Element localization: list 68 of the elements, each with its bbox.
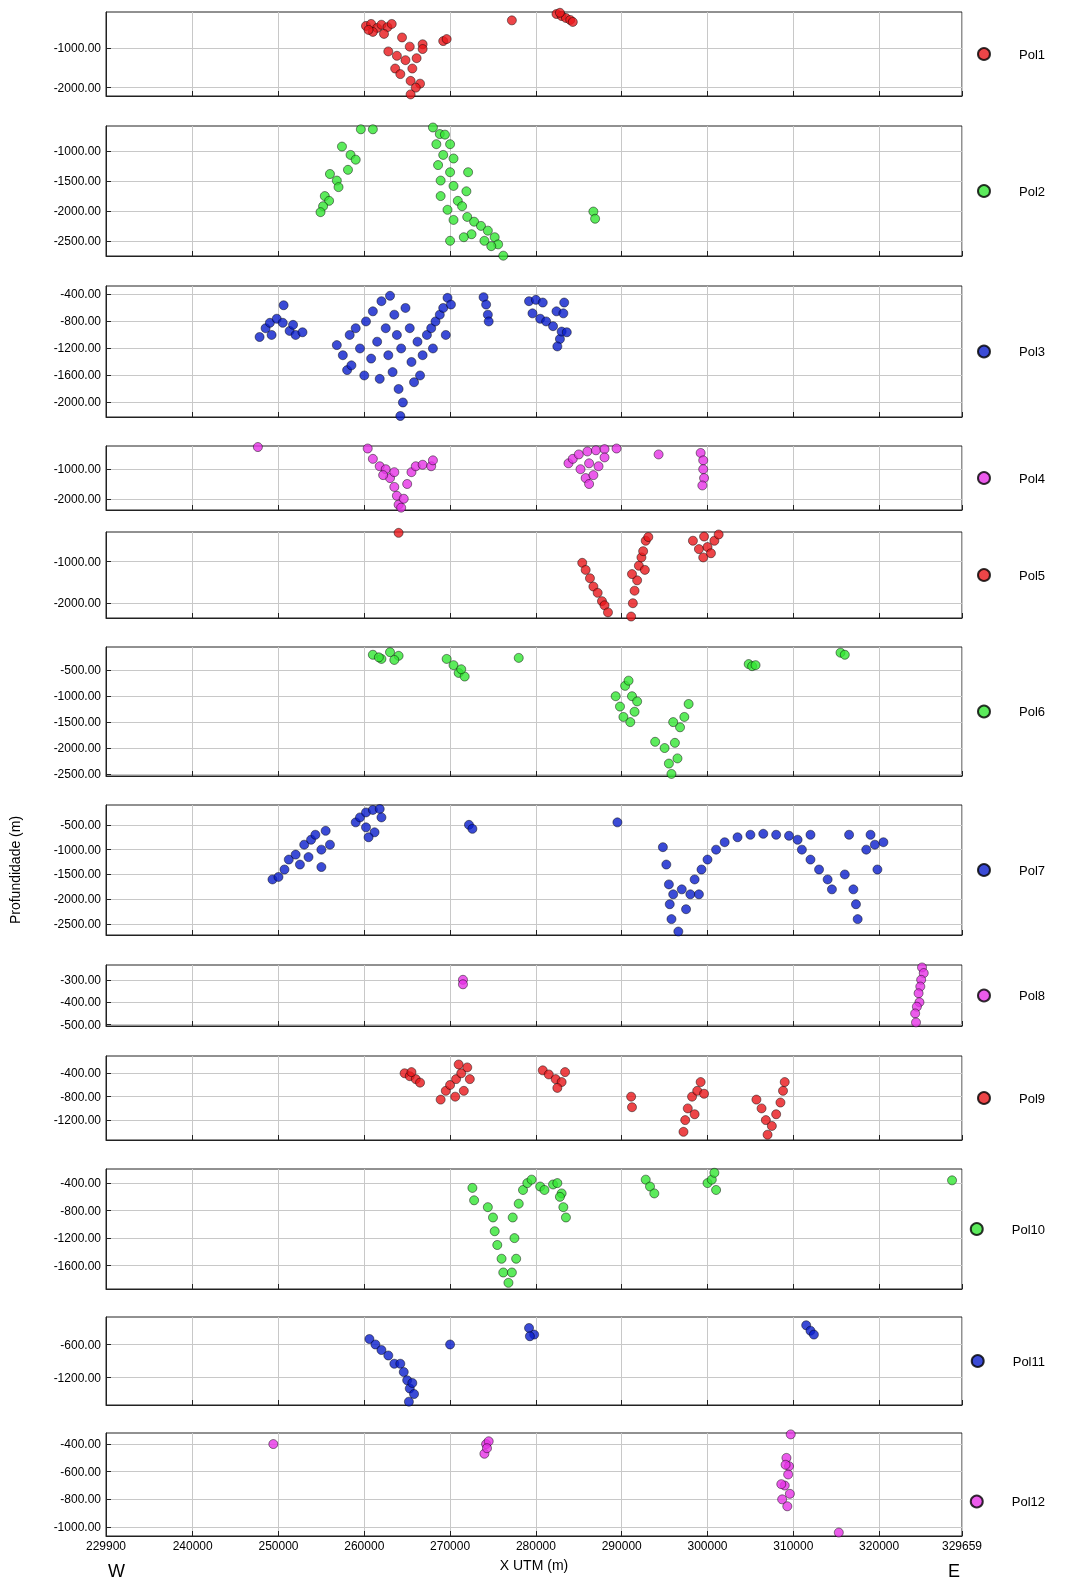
x-tick-label: 260000 [344, 1539, 385, 1553]
y-tick-label: -1500.00 [53, 867, 102, 882]
y-tick-label: -500.00 [60, 1017, 102, 1032]
y-tick-label: -400.00 [60, 1437, 102, 1452]
legend-label: Pol5 [1018, 567, 1046, 583]
x-tick-label: 320000 [859, 1539, 900, 1553]
y-tick-label: -2000.00 [53, 491, 102, 506]
y-axis-title: Profundidade (m) [7, 815, 23, 925]
y-tick-label: -1000.00 [53, 842, 102, 857]
y-tick-label: -400.00 [60, 287, 102, 302]
y-tick-label: -1200.00 [53, 1231, 102, 1246]
y-tick-label: -1500.00 [53, 715, 102, 730]
y-tick-label: -800.00 [60, 1492, 102, 1507]
y-tick-label: -1200.00 [53, 341, 102, 356]
y-tick-label: -1200.00 [53, 1113, 102, 1128]
x-tick-label: 270000 [430, 1539, 471, 1553]
x-tick-label: 329659 [941, 1539, 983, 1553]
x-tick-label: 290000 [601, 1539, 643, 1553]
legend-label: Pol2 [1018, 183, 1046, 199]
y-tick-label: -2500.00 [53, 766, 102, 781]
y-tick-label: -2000.00 [53, 741, 102, 756]
y-tick-label: -2000.00 [53, 203, 102, 218]
legend-label: Pol3 [1018, 344, 1046, 359]
y-tick-label: -1200.00 [53, 1370, 102, 1385]
y-tick-label: -800.00 [60, 1203, 102, 1218]
y-tick-label: -1000.00 [53, 554, 102, 569]
y-tick-label: -500.00 [60, 663, 102, 678]
y-tick-label: -1600.00 [53, 368, 102, 383]
y-tick-label: -2500.00 [53, 233, 102, 248]
legend-label: Pol6 [1018, 704, 1046, 719]
x-tick-label: 280000 [515, 1539, 557, 1553]
y-tick-label: -2000.00 [53, 596, 102, 611]
legend-label: Pol9 [1018, 1090, 1046, 1106]
y-tick-label: -400.00 [60, 1066, 102, 1081]
x-tick-label: 300000 [687, 1539, 728, 1553]
y-tick-label: -1000.00 [53, 144, 102, 159]
legend-label: Pol11 [1012, 1353, 1046, 1369]
y-tick-label: -2000.00 [53, 395, 102, 410]
legend-label: Pol1 [1018, 46, 1046, 62]
y-tick-label: -2000.00 [53, 892, 102, 907]
x-axis-title: X UTM (m) [499, 1557, 569, 1573]
y-tick-label: -400.00 [60, 995, 102, 1010]
y-tick-label: -500.00 [60, 817, 102, 832]
y-tick-label: -400.00 [60, 1176, 102, 1191]
x-tick-label: 250000 [258, 1539, 299, 1553]
legend-label: Pol10 [1011, 1221, 1045, 1237]
y-tick-label: -600.00 [60, 1337, 102, 1352]
text: E [947, 1561, 961, 1581]
y-tick-label: -1000.00 [53, 462, 102, 477]
y-tick-label: -800.00 [60, 1089, 102, 1104]
y-tick-label: -2500.00 [53, 917, 102, 932]
y-tick-label: -800.00 [60, 314, 102, 329]
y-tick-label: -1600.00 [53, 1258, 102, 1273]
y-tick-label: -1000.00 [53, 1520, 102, 1535]
x-tick-label: 240000 [172, 1539, 214, 1553]
legend-label: Pol4 [1018, 470, 1046, 486]
legend-label: Pol7 [1018, 862, 1046, 878]
y-tick-label: -1000.00 [53, 689, 102, 704]
y-tick-label: -600.00 [60, 1464, 102, 1479]
legend-label: Pol8 [1018, 988, 1046, 1003]
legend-label: Pol12 [1011, 1494, 1045, 1509]
y-tick-label: -1000.00 [53, 40, 102, 55]
x-tick-label: 310000 [773, 1539, 814, 1553]
x-tick-label: 229900 [85, 1539, 127, 1553]
y-tick-label: -2000.00 [53, 80, 102, 95]
text: W [108, 1561, 125, 1581]
y-tick-label: -300.00 [60, 972, 102, 987]
y-tick-label: -1500.00 [53, 174, 102, 189]
